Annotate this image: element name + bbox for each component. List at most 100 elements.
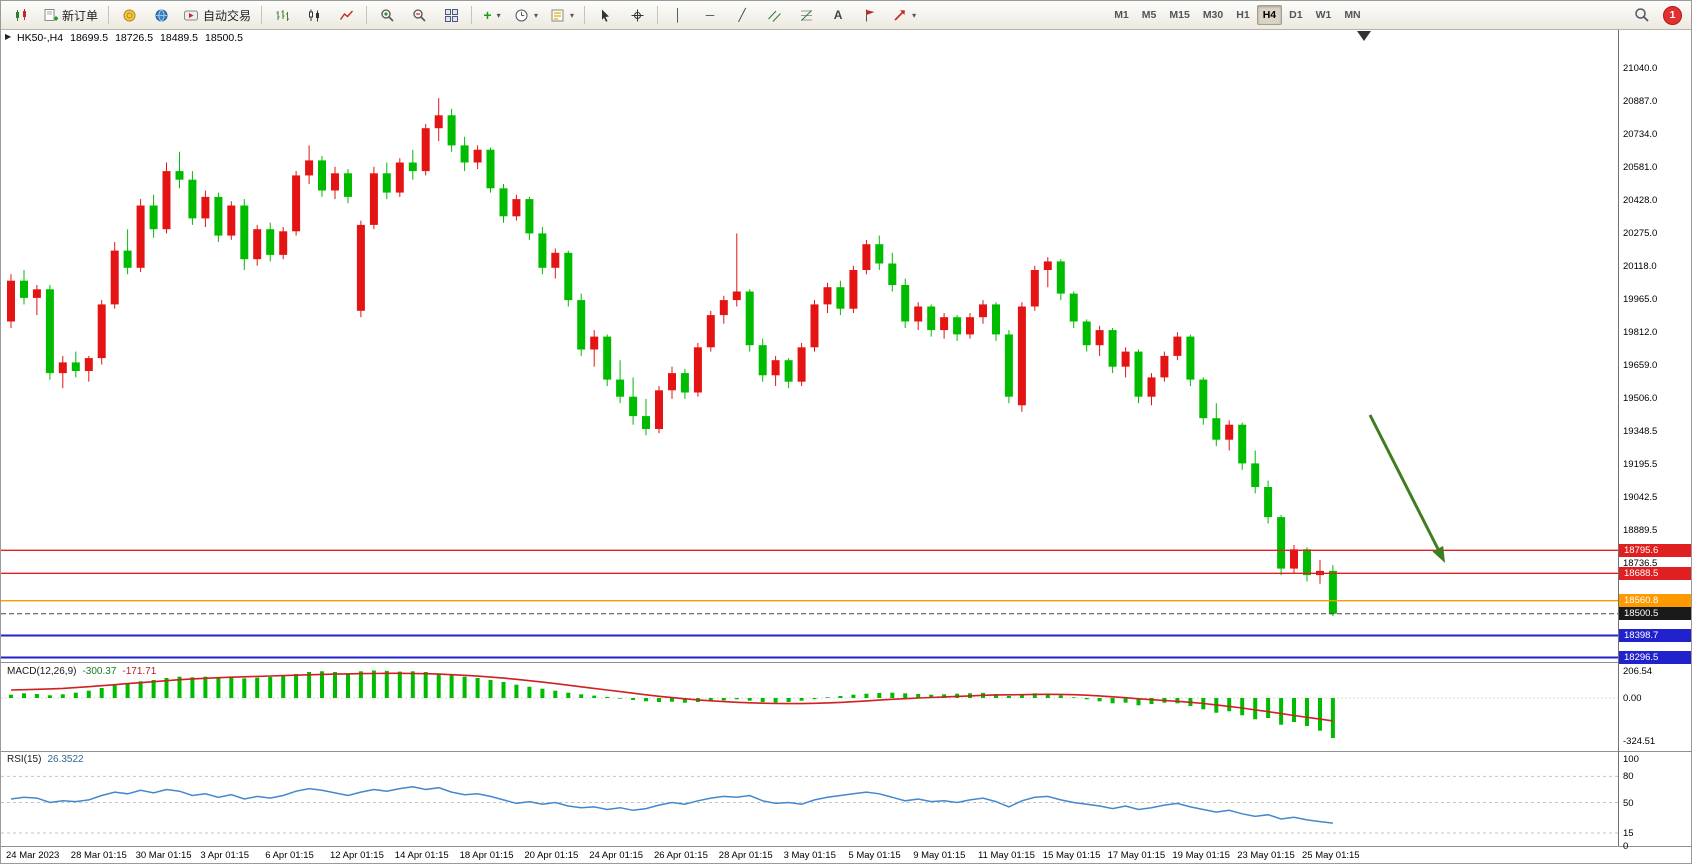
chevron-down-icon: ▾ bbox=[496, 10, 501, 20]
price-line-badge[interactable]: 18560.8 bbox=[1619, 594, 1691, 608]
price-lines[interactable] bbox=[1, 549, 1618, 659]
price-axis-label: 19195.5 bbox=[1623, 459, 1658, 470]
price-axis-label: 19506.0 bbox=[1623, 393, 1658, 404]
channel-tool[interactable] bbox=[759, 3, 789, 27]
zoom-out-button[interactable] bbox=[404, 3, 434, 27]
periods-button[interactable]: ▾ bbox=[509, 3, 543, 27]
time-axis-label: 3 May 01:15 bbox=[783, 850, 836, 861]
chart-shift-marker[interactable] bbox=[1357, 31, 1371, 41]
time-axis-label: 11 May 01:15 bbox=[978, 850, 1035, 861]
toolbar-separator bbox=[366, 6, 368, 24]
rsi-axis-label: 80 bbox=[1623, 771, 1634, 783]
search-button[interactable] bbox=[1627, 3, 1657, 27]
time-axis-label: 6 Apr 01:15 bbox=[265, 850, 314, 861]
info-globe-icon bbox=[155, 9, 168, 21]
time-axis-label: 15 May 01:15 bbox=[1042, 850, 1101, 861]
rsi-axis-label: 0 bbox=[1623, 841, 1629, 852]
label-tool[interactable] bbox=[855, 3, 885, 27]
fibonacci-icon bbox=[800, 9, 812, 21]
rsi-levels bbox=[1, 775, 1618, 834]
price-axis-label: 20581.0 bbox=[1623, 162, 1658, 173]
price-line-badge[interactable]: 18795.6 bbox=[1619, 543, 1691, 557]
rsi-axis-label: 50 bbox=[1623, 797, 1634, 809]
main-toolbar: 新订单 自动交易 + ▾ ▾ ▾ bbox=[1, 1, 1691, 30]
timeframe-m1[interactable]: M1 bbox=[1114, 9, 1129, 21]
coin-icon bbox=[123, 9, 136, 21]
crosshair-icon bbox=[631, 9, 644, 21]
tile-windows-icon bbox=[444, 8, 458, 22]
timeframe-w1[interactable]: W1 bbox=[1315, 9, 1332, 21]
toolbar-separator bbox=[108, 6, 110, 24]
price-line-badge[interactable]: 18688.5 bbox=[1619, 566, 1691, 580]
timeframe-m30[interactable]: M30 bbox=[1202, 9, 1224, 21]
timeframe-h1[interactable]: H1 bbox=[1236, 9, 1250, 21]
trendline-icon: ╱ bbox=[738, 8, 746, 22]
line-chart-mode-button[interactable] bbox=[331, 3, 361, 27]
templates-button[interactable]: ▾ bbox=[545, 3, 579, 27]
price-axis-label: 19348.5 bbox=[1623, 426, 1658, 437]
one-click-trading-toggle[interactable]: ▶ bbox=[5, 32, 12, 41]
toolbar-separator bbox=[261, 6, 263, 24]
time-axis-label: 20 Apr 01:15 bbox=[524, 850, 579, 861]
price-axis-label: 19659.0 bbox=[1623, 360, 1658, 371]
bar-chart-icon bbox=[276, 9, 289, 21]
trend-arrow-annotation[interactable] bbox=[1368, 414, 1445, 563]
time-axis-label: 23 May 01:15 bbox=[1237, 850, 1295, 861]
new-order-icon bbox=[44, 8, 58, 21]
chart-window-button[interactable] bbox=[6, 3, 36, 27]
horizontal-line-tool[interactable]: ─ bbox=[695, 3, 725, 27]
zoom-in-button[interactable] bbox=[372, 3, 402, 27]
price-axis-label: 19965.0 bbox=[1623, 294, 1658, 305]
price-line-badge[interactable]: 18398.7 bbox=[1619, 629, 1691, 642]
crosshair-tool-button[interactable] bbox=[622, 3, 652, 27]
template-icon bbox=[551, 9, 564, 21]
macd-axis-label: 0.00 bbox=[1623, 693, 1642, 704]
new-order-button[interactable]: 新订单 bbox=[38, 3, 103, 27]
auto-trading-button[interactable]: 自动交易 bbox=[178, 3, 256, 27]
price-axis-label: 20275.0 bbox=[1623, 228, 1658, 239]
chevron-down-icon: ▾ bbox=[570, 10, 575, 20]
timeframe-m5[interactable]: M5 bbox=[1141, 9, 1157, 21]
trendline-tool[interactable]: ╱ bbox=[727, 3, 757, 27]
panel-separators[interactable] bbox=[1, 29, 1692, 847]
time-axis-label: 28 Mar 01:15 bbox=[70, 850, 127, 861]
timeframe-d1[interactable]: D1 bbox=[1289, 9, 1303, 21]
cursor-tool-button[interactable] bbox=[590, 3, 620, 27]
time-axis-label: 19 May 01:15 bbox=[1172, 850, 1230, 861]
fibonacci-tool[interactable] bbox=[791, 3, 821, 27]
bar-chart-mode-button[interactable] bbox=[267, 3, 297, 27]
candlestick-chart-icon bbox=[15, 8, 26, 21]
notification-badge[interactable]: 1 bbox=[1663, 5, 1682, 25]
market-watch-button[interactable] bbox=[114, 3, 144, 27]
timeframe-h4[interactable]: H4 bbox=[1256, 5, 1283, 25]
price-axis-label: 20887.0 bbox=[1623, 96, 1658, 107]
cursor-icon bbox=[601, 9, 609, 22]
time-axis-label: 24 Mar 2023 bbox=[6, 850, 60, 861]
data-window-button[interactable] bbox=[146, 3, 176, 27]
price-axis-label: 20734.0 bbox=[1623, 129, 1658, 140]
price-line-badge[interactable]: 18296.5 bbox=[1619, 651, 1691, 664]
text-tool[interactable]: A bbox=[823, 3, 853, 27]
timeframe-m15[interactable]: M15 bbox=[1169, 9, 1190, 21]
candlestick-mode-button[interactable] bbox=[299, 3, 329, 27]
candlestick-mode-icon bbox=[308, 9, 319, 21]
auto-trading-label: 自动交易 bbox=[203, 8, 252, 23]
price-line-badge[interactable]: 18500.5 bbox=[1619, 607, 1691, 621]
toolbar-separator bbox=[471, 6, 473, 24]
tile-windows-button[interactable] bbox=[436, 3, 466, 27]
arrows-tool[interactable]: ▾ bbox=[887, 3, 921, 27]
time-axis-label: 12 Apr 01:15 bbox=[330, 850, 384, 861]
indicators-button[interactable]: + ▾ bbox=[477, 3, 507, 27]
price-axis-label: 19812.0 bbox=[1623, 327, 1658, 338]
macd-axis-label: -324.51 bbox=[1623, 736, 1656, 748]
add-indicator-icon: + bbox=[483, 7, 492, 23]
zoom-out-icon bbox=[412, 8, 426, 22]
time-axis-label: 9 May 01:15 bbox=[913, 850, 966, 861]
vertical-line-tool[interactable]: │ bbox=[663, 3, 693, 27]
chevron-down-icon: ▾ bbox=[912, 10, 917, 20]
clock-icon bbox=[515, 9, 528, 21]
price-axis-label: 18889.5 bbox=[1623, 525, 1658, 536]
timeframe-mn[interactable]: MN bbox=[1344, 9, 1361, 21]
